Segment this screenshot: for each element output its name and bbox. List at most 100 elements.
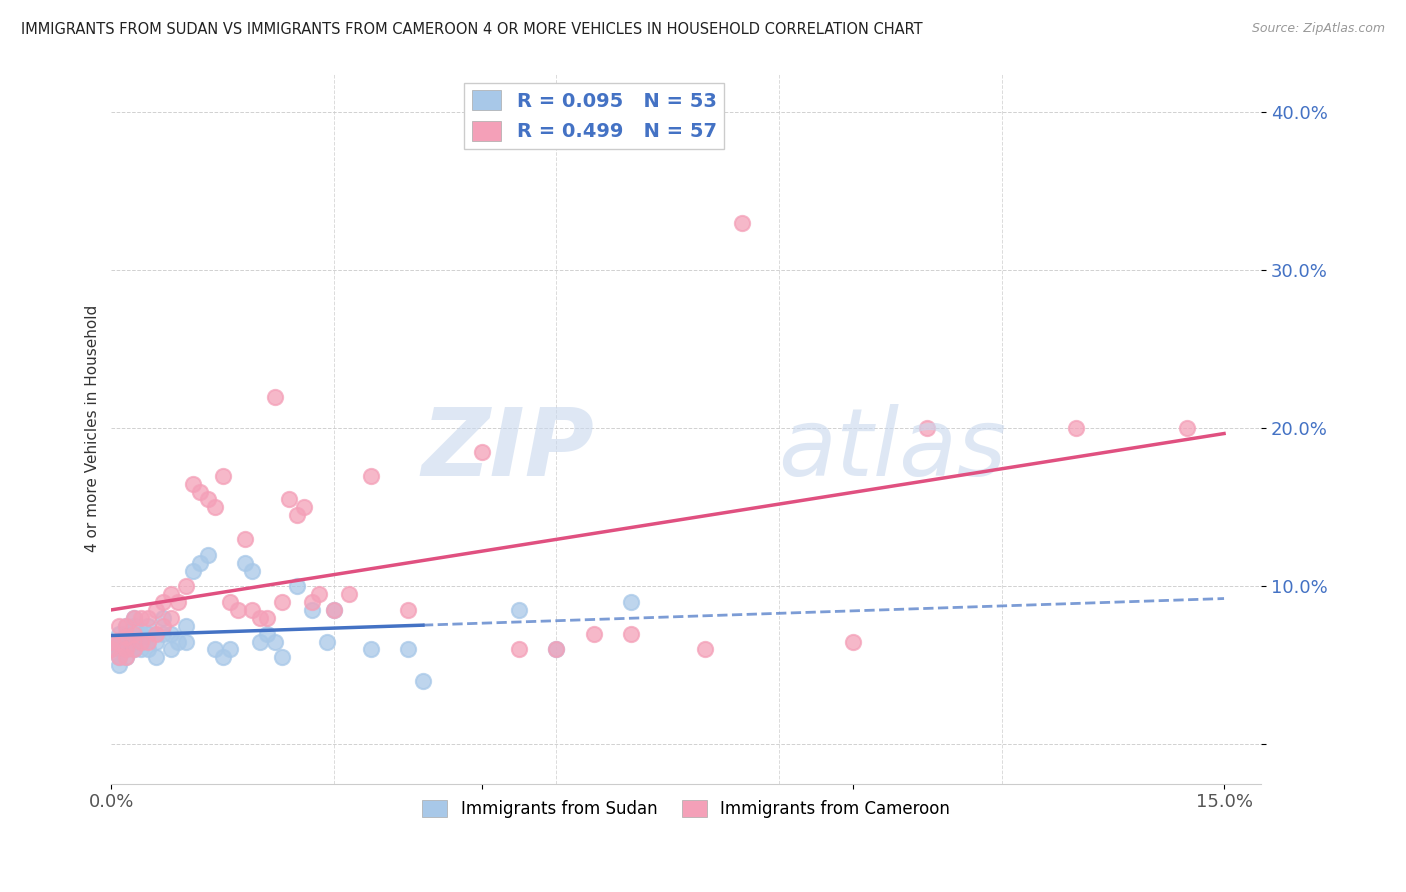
Point — [152, 611, 174, 625]
Point — [292, 500, 315, 515]
Point — [122, 626, 145, 640]
Point — [240, 603, 263, 617]
Point — [301, 595, 323, 609]
Point — [249, 634, 271, 648]
Point — [108, 626, 131, 640]
Point — [256, 611, 278, 625]
Point — [211, 650, 233, 665]
Point — [226, 603, 249, 617]
Point — [308, 587, 330, 601]
Point — [197, 548, 219, 562]
Point — [115, 619, 138, 633]
Point — [219, 595, 242, 609]
Point — [211, 468, 233, 483]
Point — [152, 626, 174, 640]
Point — [337, 587, 360, 601]
Point — [396, 603, 419, 617]
Point — [323, 603, 346, 617]
Point — [129, 611, 152, 625]
Point — [1175, 421, 1198, 435]
Point — [129, 634, 152, 648]
Point — [159, 587, 181, 601]
Point — [108, 619, 131, 633]
Point — [108, 634, 131, 648]
Point — [271, 595, 294, 609]
Legend: Immigrants from Sudan, Immigrants from Cameroon: Immigrants from Sudan, Immigrants from C… — [416, 794, 957, 825]
Text: ZIP: ZIP — [422, 404, 595, 496]
Point — [108, 658, 131, 673]
Text: Source: ZipAtlas.com: Source: ZipAtlas.com — [1251, 22, 1385, 36]
Point — [204, 500, 226, 515]
Point — [546, 642, 568, 657]
Point — [360, 642, 382, 657]
Point — [115, 642, 138, 657]
Point — [620, 626, 643, 640]
Point — [129, 634, 152, 648]
Point — [100, 642, 122, 657]
Point — [115, 626, 138, 640]
Point — [115, 619, 138, 633]
Y-axis label: 4 or more Vehicles in Household: 4 or more Vehicles in Household — [86, 305, 100, 552]
Point — [122, 611, 145, 625]
Point — [842, 634, 865, 648]
Point — [159, 642, 181, 657]
Point — [174, 634, 197, 648]
Point — [323, 603, 346, 617]
Point — [1064, 421, 1087, 435]
Point — [138, 611, 160, 625]
Point — [129, 642, 152, 657]
Point — [917, 421, 939, 435]
Point — [145, 634, 167, 648]
Point — [249, 611, 271, 625]
Point — [152, 595, 174, 609]
Text: IMMIGRANTS FROM SUDAN VS IMMIGRANTS FROM CAMEROON 4 OR MORE VEHICLES IN HOUSEHOL: IMMIGRANTS FROM SUDAN VS IMMIGRANTS FROM… — [21, 22, 922, 37]
Point — [233, 556, 256, 570]
Point — [546, 642, 568, 657]
Point — [263, 390, 285, 404]
Point — [360, 468, 382, 483]
Point — [138, 619, 160, 633]
Point — [197, 492, 219, 507]
Point — [240, 564, 263, 578]
Point — [204, 642, 226, 657]
Point — [233, 532, 256, 546]
Point — [145, 626, 167, 640]
Point — [285, 579, 308, 593]
Point — [159, 611, 181, 625]
Point — [181, 564, 204, 578]
Point — [122, 642, 145, 657]
Point — [145, 650, 167, 665]
Point — [145, 603, 167, 617]
Point — [174, 579, 197, 593]
Point — [167, 634, 190, 648]
Point — [582, 626, 605, 640]
Point — [278, 492, 301, 507]
Point — [256, 626, 278, 640]
Point — [115, 634, 138, 648]
Point — [152, 619, 174, 633]
Point — [115, 650, 138, 665]
Point — [115, 630, 138, 644]
Point — [263, 634, 285, 648]
Point — [100, 634, 122, 648]
Point — [181, 476, 204, 491]
Point — [174, 619, 197, 633]
Point — [108, 634, 131, 648]
Point — [285, 508, 308, 523]
Point — [508, 603, 530, 617]
Point — [129, 626, 152, 640]
Point — [167, 595, 190, 609]
Point — [412, 674, 434, 689]
Point — [301, 603, 323, 617]
Point — [396, 642, 419, 657]
Point — [620, 595, 643, 609]
Point — [115, 642, 138, 657]
Point — [122, 611, 145, 625]
Point — [693, 642, 716, 657]
Point — [159, 626, 181, 640]
Point — [508, 642, 530, 657]
Point — [122, 642, 145, 657]
Point — [138, 626, 160, 640]
Point — [100, 642, 122, 657]
Point — [190, 556, 212, 570]
